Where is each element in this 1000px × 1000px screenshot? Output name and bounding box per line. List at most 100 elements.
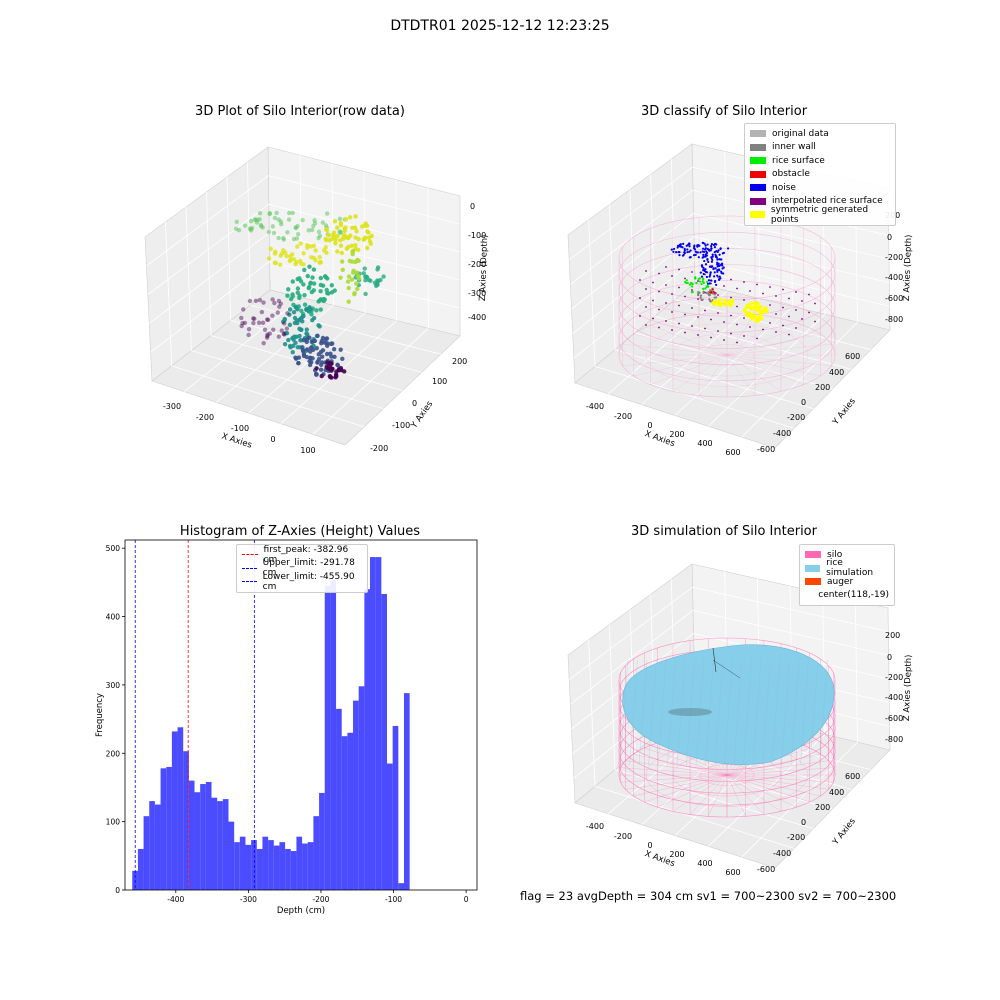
data-point [317, 298, 322, 303]
data-point [801, 300, 803, 302]
panel4-ylabel: Y Axies [830, 816, 858, 848]
data-point [327, 363, 333, 369]
histogram-bar [149, 801, 155, 890]
panel1-zlabel: Z Axies (Depth) [478, 234, 490, 301]
histogram-bar [296, 836, 303, 890]
data-point [293, 355, 298, 360]
data-point [691, 282, 694, 285]
data-point [294, 236, 300, 241]
rice-mesh-line [762, 659, 771, 766]
data-point [247, 298, 253, 304]
data-point [705, 275, 708, 279]
legend-entry: obstacle [750, 168, 890, 182]
data-point [304, 339, 309, 345]
data-point [762, 328, 764, 331]
histogram-bar [307, 842, 314, 890]
data-point [333, 237, 338, 242]
data-point [716, 270, 719, 273]
rice-mesh-line [638, 659, 648, 766]
data-point [251, 316, 256, 321]
data-point [318, 362, 324, 368]
histogram-bar [364, 589, 371, 890]
data-point [318, 275, 324, 281]
data-point [749, 326, 751, 328]
data-point [281, 331, 286, 337]
data-point [658, 290, 660, 293]
panel4-xtick: 600 [725, 868, 740, 877]
data-point [775, 313, 777, 315]
data-point [367, 239, 373, 244]
data-point [335, 249, 340, 254]
histogram-bar [375, 557, 382, 890]
data-point [285, 311, 290, 316]
data-point [697, 298, 699, 300]
data-point [697, 334, 699, 336]
data-point [697, 294, 700, 297]
data-point [307, 355, 313, 361]
data-point [277, 304, 282, 309]
data-point [808, 311, 810, 314]
data-point [309, 312, 314, 317]
data-point [319, 373, 324, 379]
data-point [318, 307, 323, 312]
panel2-title: 3D classify of Silo Interior [640, 104, 808, 119]
data-point [749, 290, 751, 292]
data-point [702, 287, 705, 291]
panel1-xtick: 0 [270, 435, 275, 444]
data-point [290, 279, 295, 284]
histogram-bar [200, 784, 206, 890]
panel4-ztick: -800 [885, 735, 903, 744]
data-point [712, 299, 717, 303]
data-point [686, 251, 689, 254]
panel1-ytick: 200 [452, 357, 467, 366]
data-point [323, 227, 329, 232]
panel4-ytick: -600 [757, 865, 775, 874]
data-point [297, 333, 302, 339]
panel2-gridline [568, 166, 693, 260]
data-point [705, 271, 709, 274]
panel2-ztick: -600 [885, 294, 903, 303]
data-point [705, 291, 708, 295]
data-point [702, 277, 705, 280]
data-point [322, 274, 328, 279]
data-point [340, 356, 345, 362]
data-point [308, 244, 314, 249]
histogram-bar [279, 842, 286, 890]
data-point [298, 261, 304, 266]
data-point [363, 235, 368, 240]
data-point [707, 293, 710, 296]
legend-entry: inner wall [750, 141, 890, 155]
data-point [350, 270, 356, 275]
data-point [278, 301, 283, 306]
data-point [259, 309, 265, 315]
panel3-title: Histogram of Z-Axies (Height) Values [179, 524, 421, 539]
panel1-xlabel: X Axies [220, 431, 253, 450]
panel2-ztick: -400 [885, 273, 903, 282]
data-point [246, 326, 252, 332]
panel4-ztick: -600 [885, 714, 903, 723]
data-point [723, 285, 725, 287]
data-point [347, 215, 353, 220]
auger-marker [712, 659, 741, 679]
panel2-silo-wireframe [618, 215, 836, 398]
data-point [701, 250, 704, 253]
data-point [324, 250, 329, 255]
rice-mesh-line [714, 659, 724, 766]
data-point [711, 253, 714, 256]
data-point [712, 267, 715, 271]
panel4-xtick: -200 [614, 832, 632, 841]
panel2-point-cloud [639, 241, 816, 344]
data-point [814, 320, 816, 323]
data-point [273, 260, 279, 266]
legend-entry: auger [805, 575, 889, 589]
panel2-ytick: -600 [757, 445, 775, 454]
data-point [671, 311, 673, 313]
legend-entry: first_peak: -382.96 cm [242, 545, 362, 565]
histogram-bar [166, 766, 172, 890]
data-point [706, 243, 709, 246]
histogram-bar [370, 557, 376, 890]
panel1-xtick: -200 [196, 413, 214, 422]
data-point [691, 290, 694, 293]
data-point [324, 211, 330, 216]
panel4-zlabel: Z Axies (Depth) [902, 654, 914, 721]
